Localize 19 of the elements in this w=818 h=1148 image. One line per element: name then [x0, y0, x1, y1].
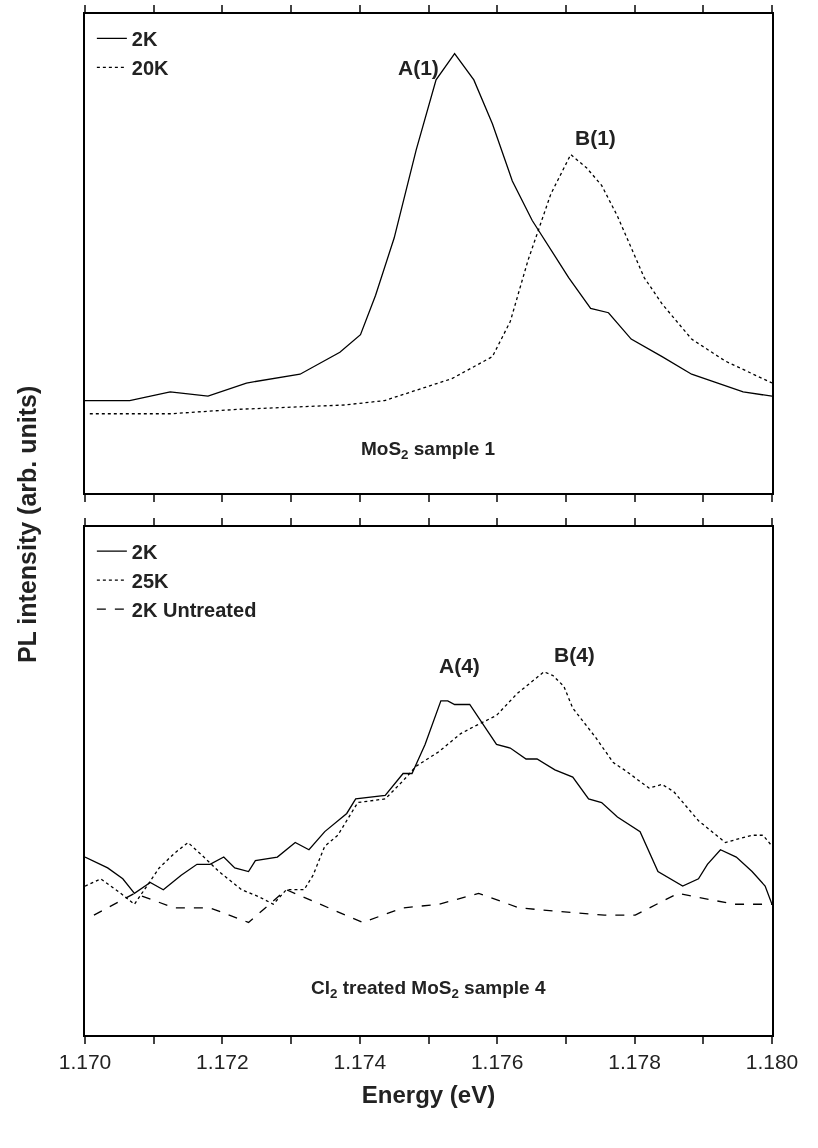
legend-label: 2K Untreated [131, 598, 257, 621]
x-tick-label: 1.172 [196, 1050, 249, 1074]
x-tick-label: 1.170 [58, 1050, 112, 1074]
x-tick-label: 1.174 [333, 1050, 387, 1074]
annotation: B(1) [575, 126, 616, 149]
x-tick-label: 1.178 [608, 1050, 661, 1074]
legend-label: 2K [131, 28, 158, 51]
legend-label: 2K [131, 540, 158, 563]
annotation: A(4) [439, 654, 480, 677]
legend-label: 25K [131, 569, 170, 592]
annotation: A(1) [398, 56, 439, 79]
x-tick-label: 1.176 [470, 1050, 524, 1074]
annotation: B(4) [554, 643, 595, 666]
x-axis-title: Energy (eV) [361, 1080, 496, 1108]
y-axis-title: PL intensity (arb. units) [13, 385, 42, 664]
x-tick-label: 1.180 [745, 1050, 799, 1074]
annotation: MoS$_{2}$ sample 1 [361, 438, 496, 462]
legend-label: 20K [131, 57, 170, 80]
annotation: Cl$_{2}$ treated MoS$_{2}$ sample 4 [311, 977, 546, 1001]
